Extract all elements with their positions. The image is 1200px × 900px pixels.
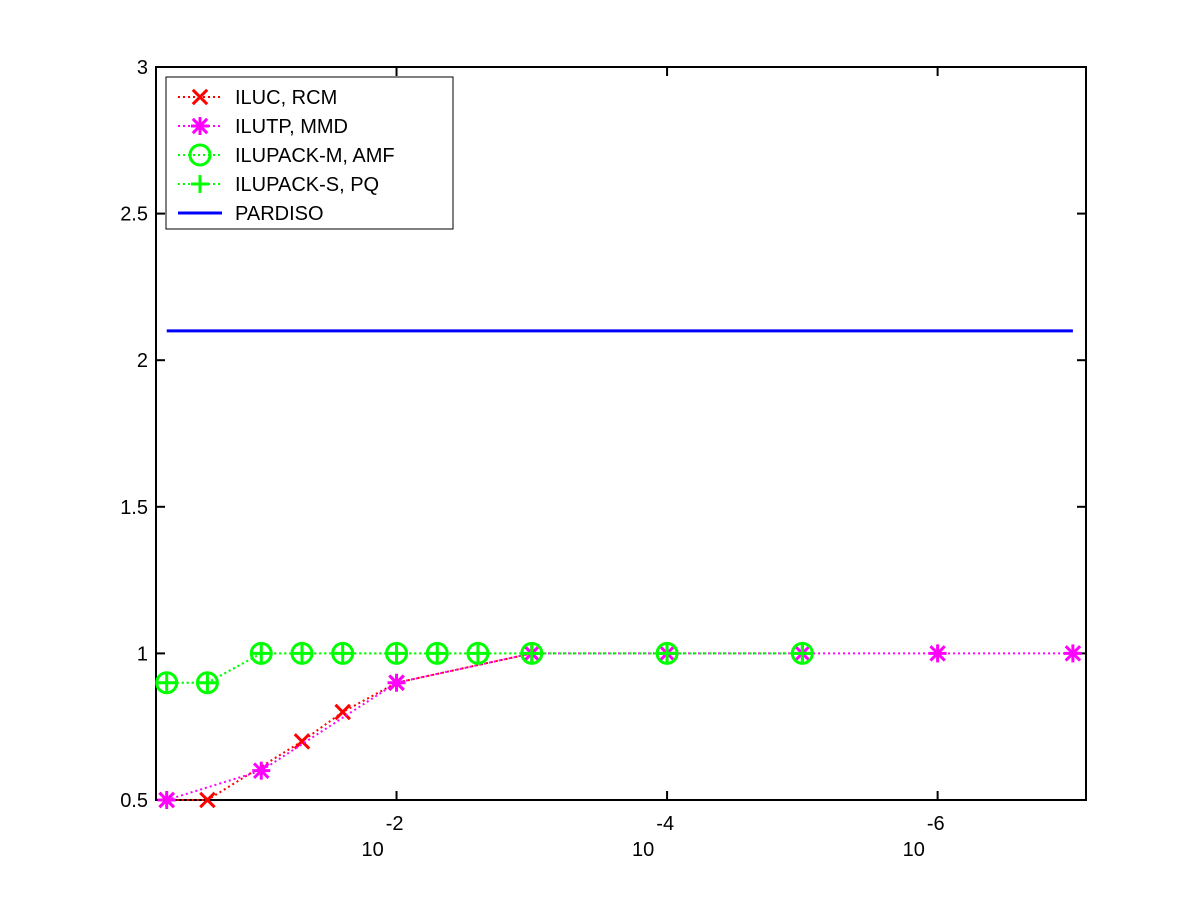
marker-circle [466,641,490,665]
legend-label: ILUTP, MMD [235,116,348,138]
marker-circle [331,641,355,665]
marker-circle [385,641,409,665]
y-tick-label: 1 [137,643,148,665]
marker [157,673,176,692]
marker [658,644,677,663]
x-tick-label: 10-4 [632,813,674,861]
legend-label: PARDISO [235,203,324,225]
marker [191,117,209,135]
series-line [166,652,533,801]
marker [199,791,216,809]
marker [428,644,447,663]
marker [387,673,406,692]
plot-area [155,66,1087,801]
marker [157,791,176,809]
marker [522,644,541,663]
marker-stroke [199,791,216,809]
x-tick-label: 10-6 [903,813,945,861]
marker [793,644,812,663]
marker-circle [188,143,212,167]
marker-circle [655,641,679,665]
marker [520,641,544,665]
marker [928,644,947,663]
marker-stroke [334,703,351,721]
marker [331,641,355,665]
marker [387,644,406,663]
marker [188,143,212,167]
marker [790,641,814,665]
marker [249,641,273,665]
marker [1063,644,1082,663]
legend-label: ILUPACK-M, AMF [235,145,395,167]
marker [333,644,352,663]
marker-circle [249,641,273,665]
marker-circle [425,641,449,665]
marker [292,644,311,663]
marker [290,641,314,665]
marker [466,641,490,665]
marker-circle [520,641,544,665]
y-tick-label: 2 [137,350,148,372]
marker-stroke [293,733,311,750]
legend-label: ILUC, RCM [235,87,337,109]
marker-circle [790,641,814,665]
marker [293,733,311,750]
marker [425,641,449,665]
y-tick-label: 3 [137,57,148,79]
series-line [166,652,803,684]
marker-stroke [191,88,209,106]
marker [655,641,679,665]
marker [468,644,487,663]
marker [198,673,217,692]
marker [252,644,271,663]
y-tick-label: 0.5 [120,790,148,812]
legend-box [165,76,454,230]
marker [334,703,351,721]
marker [252,761,271,780]
x-tick-label: 10-2 [362,813,404,861]
y-tick-label: 2.5 [120,204,148,226]
y-tick-label: 1.5 [120,497,148,519]
marker [385,641,409,665]
marker [191,88,209,106]
marker [191,175,209,193]
legend-label: ILUPACK-S, PQ [235,174,379,196]
marker-circle [290,641,314,665]
